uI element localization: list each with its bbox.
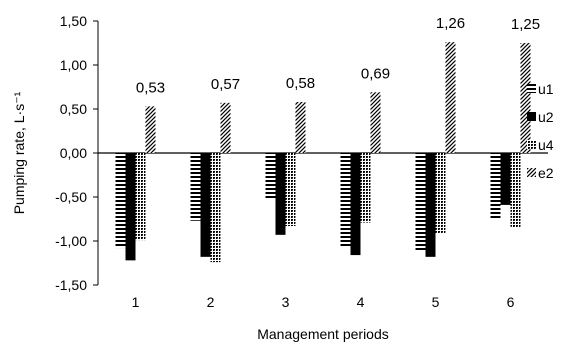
y-tick-label: -1,00 bbox=[55, 233, 87, 249]
bar-u1-period-1 bbox=[115, 153, 126, 249]
y-tick-label: 0,00 bbox=[60, 145, 87, 161]
legend-label-u4: u4 bbox=[538, 137, 554, 153]
legend-swatch-u4 bbox=[527, 140, 536, 149]
bar-u1-period-4 bbox=[340, 153, 351, 248]
bar-u2-period-5 bbox=[425, 153, 436, 257]
bar-e2-period-4 bbox=[370, 92, 381, 153]
x-tick-label: 2 bbox=[207, 294, 215, 310]
bar-u4-period-1 bbox=[135, 153, 146, 241]
bar-u2-period-3 bbox=[275, 153, 286, 235]
y-tick-label: -1,50 bbox=[55, 277, 87, 293]
bar-u1-period-3 bbox=[265, 153, 276, 200]
y-tick-label: 0,50 bbox=[60, 101, 87, 117]
bar-u4-period-6 bbox=[510, 153, 521, 228]
bar-u4-period-2 bbox=[210, 153, 221, 263]
bar-e2-period-2 bbox=[220, 102, 231, 153]
x-tick-label: 4 bbox=[357, 294, 365, 310]
bar-u4-period-3 bbox=[285, 153, 296, 227]
data-label-e2-period-1: 0,53 bbox=[136, 79, 165, 96]
x-tick-label: 3 bbox=[282, 294, 290, 310]
bar-u4-period-4 bbox=[360, 153, 371, 223]
bar-e2-period-5 bbox=[445, 42, 456, 154]
bar-e2-period-1 bbox=[145, 106, 156, 153]
bar-u1-period-5 bbox=[415, 153, 426, 252]
data-label-e2-period-2: 0,57 bbox=[211, 76, 240, 93]
x-axis-title: Management periods bbox=[257, 326, 389, 342]
bar-u2-period-2 bbox=[200, 153, 211, 257]
data-label-e2-period-5: 1,26 bbox=[436, 15, 465, 32]
bar-u2-period-6 bbox=[500, 153, 511, 205]
y-tick-label: 1,50 bbox=[60, 13, 87, 29]
legend-label-u2: u2 bbox=[538, 109, 554, 125]
y-tick-label: -0,50 bbox=[55, 189, 87, 205]
bars-group bbox=[115, 42, 531, 263]
legend-swatch-u2 bbox=[527, 112, 536, 121]
data-labels-group: 0,53 0,57 0,58 0,69 1,26 1,25 bbox=[136, 15, 540, 96]
bar-e2-period-6 bbox=[520, 43, 531, 153]
legend-swatch-e2 bbox=[527, 168, 536, 177]
y-tick-label: 1,00 bbox=[60, 57, 87, 73]
bar-u2-period-1 bbox=[125, 153, 136, 261]
y-axis-title: Pumping rate, L·s⁻¹ bbox=[11, 91, 27, 214]
x-axis: 1 2 3 4 5 6 bbox=[98, 152, 548, 310]
legend-label-e2: e2 bbox=[538, 165, 554, 181]
bar-u1-period-6 bbox=[490, 153, 501, 220]
bar-e2-period-3 bbox=[295, 101, 306, 153]
data-label-e2-period-6: 1,25 bbox=[511, 16, 540, 33]
x-tick-label: 6 bbox=[507, 294, 515, 310]
legend-label-u1: u1 bbox=[538, 81, 554, 97]
legend-swatch-u1 bbox=[527, 84, 536, 93]
y-axis: -1,50 -1,00 -0,50 0,00 0,50 1,00 1,50 bbox=[55, 13, 99, 293]
bar-u4-period-5 bbox=[435, 153, 446, 234]
data-label-e2-period-3: 0,58 bbox=[286, 75, 315, 92]
legend: u1 u2 u4 e2 bbox=[527, 81, 554, 181]
bar-u2-period-4 bbox=[350, 153, 361, 256]
x-tick-label: 5 bbox=[432, 294, 440, 310]
bar-u1-period-2 bbox=[190, 153, 201, 221]
x-tick-label: 1 bbox=[132, 294, 140, 310]
data-label-e2-period-4: 0,69 bbox=[361, 65, 390, 82]
